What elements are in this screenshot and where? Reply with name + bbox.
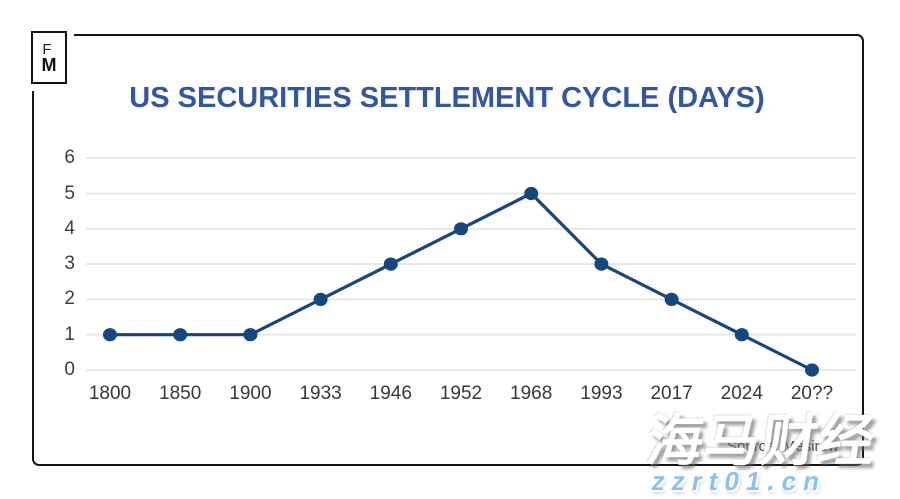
data-point — [243, 328, 258, 342]
source-note: Source: Mesirow — [727, 438, 839, 455]
x-tick-label: 1900 — [229, 383, 272, 404]
x-tick-label: 2024 — [720, 383, 763, 404]
data-point — [805, 363, 819, 377]
y-tick-label: 0 — [64, 359, 75, 380]
y-tick-label: 1 — [64, 323, 75, 345]
data-point — [664, 292, 679, 306]
fm-logo-letter-f: F — [42, 40, 52, 58]
x-tick-label: 1800 — [88, 383, 132, 404]
data-point — [734, 328, 749, 342]
watermark-site-url: zzrt01.cn — [649, 466, 829, 496]
series-line — [110, 191, 813, 372]
x-tick-label: 1933 — [299, 383, 342, 404]
series-polyline — [110, 191, 813, 372]
data-point — [594, 257, 609, 271]
x-tick-label: 2017 — [650, 383, 693, 404]
fm-logo: F M — [31, 31, 67, 84]
data-point — [383, 257, 398, 271]
chart-title: US SECURITIES SETTLEMENT CYCLE (DAYS) — [129, 82, 765, 114]
y-tick-label: 3 — [64, 253, 75, 275]
x-tick-label: 1968 — [510, 383, 553, 404]
data-point-markers — [103, 186, 819, 377]
x-tick-label: 1850 — [159, 383, 202, 404]
y-tick-label: 2 — [64, 288, 75, 310]
data-point — [103, 328, 117, 342]
watermark-site-name: 海马财经 — [643, 409, 880, 472]
data-point — [524, 186, 539, 201]
card-border — [32, 34, 864, 466]
data-point — [313, 292, 328, 306]
x-tick-label: 1952 — [439, 383, 483, 404]
y-tick-label: 5 — [64, 182, 75, 204]
x-tick-label: 20?? — [790, 383, 834, 404]
x-tick-label: 1946 — [369, 383, 412, 404]
y-tick-label: 4 — [64, 217, 75, 239]
fm-logo-letter-m: M — [41, 54, 57, 75]
data-point — [454, 222, 468, 236]
y-tick-label: 6 — [64, 147, 75, 169]
data-point — [173, 328, 188, 342]
x-tick-label: 1993 — [580, 383, 623, 404]
